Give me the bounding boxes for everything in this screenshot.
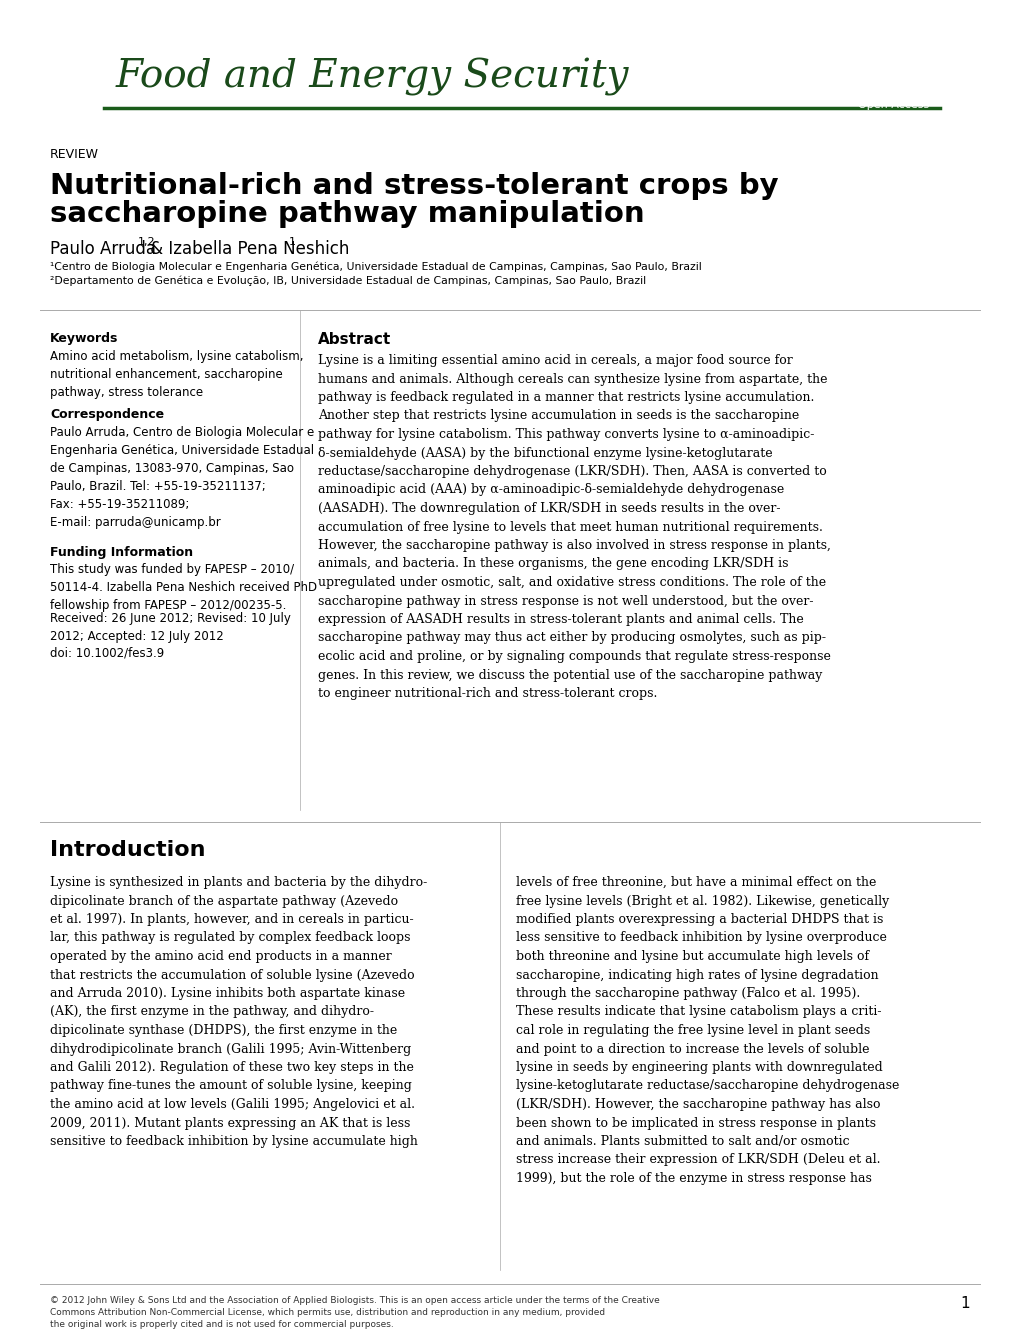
Text: This study was funded by FAPESP – 2010/
50114-4. Izabella Pena Neshich received : This study was funded by FAPESP – 2010/ …: [50, 563, 317, 612]
Text: Correspondence: Correspondence: [50, 407, 164, 421]
Text: aab: aab: [47, 105, 69, 114]
Text: levels of free threonine, but have a minimal effect on the
free lysine levels (B: levels of free threonine, but have a min…: [516, 876, 899, 1185]
Text: Funding Information: Funding Information: [50, 545, 193, 559]
Text: Association of Applied Biologists: Association of Applied Biologists: [24, 114, 91, 118]
Text: Paulo Arruda, Centro de Biologia Molecular e
Engenharia Genética, Universidade E: Paulo Arruda, Centro de Biologia Molecul…: [50, 426, 314, 529]
Text: Food and Energy Security: Food and Energy Security: [116, 58, 629, 96]
Text: Abstract: Abstract: [318, 332, 391, 347]
Text: Open Access: Open Access: [858, 100, 928, 110]
Text: Keywords: Keywords: [50, 332, 118, 344]
Text: ¹Centro de Biologia Molecular e Engenharia Genética, Universidade Estadual de Ca: ¹Centro de Biologia Molecular e Engenhar…: [50, 263, 701, 272]
Text: Amino acid metabolism, lysine catabolism,
nutritional enhancement, saccharopine
: Amino acid metabolism, lysine catabolism…: [50, 350, 304, 399]
Text: doi: 10.1002/fes3.9: doi: 10.1002/fes3.9: [50, 647, 164, 661]
Text: Introduction: Introduction: [50, 840, 205, 860]
Text: & Izabella Pena Neshich: & Izabella Pena Neshich: [145, 240, 350, 259]
Text: Received: 26 June 2012; Revised: 10 July
2012; Accepted: 12 July 2012: Received: 26 June 2012; Revised: 10 July…: [50, 612, 290, 643]
Text: REVIEW: REVIEW: [50, 147, 99, 161]
Text: Lysine is synthesized in plants and bacteria by the dihydro-
dipicolinate branch: Lysine is synthesized in plants and bact…: [50, 876, 427, 1148]
Text: 1,2: 1,2: [138, 237, 156, 247]
Text: ²Departamento de Genética e Evolução, IB, Universidade Estadual de Campinas, Cam: ²Departamento de Genética e Evolução, IB…: [50, 276, 645, 287]
Text: © 2012 John Wiley & Sons Ltd and the Association of Applied Biologists. This is : © 2012 John Wiley & Sons Ltd and the Ass…: [50, 1296, 659, 1328]
Text: Paulo Arruda: Paulo Arruda: [50, 240, 156, 259]
Text: 1: 1: [960, 1296, 969, 1311]
Text: 1: 1: [288, 237, 296, 247]
Text: Lysine is a limiting essential amino acid in cereals, a major food source for
hu: Lysine is a limiting essential amino aci…: [318, 354, 830, 699]
Text: saccharopine pathway manipulation: saccharopine pathway manipulation: [50, 200, 644, 228]
Text: Nutritional-rich and stress-tolerant crops by: Nutritional-rich and stress-tolerant cro…: [50, 172, 777, 200]
